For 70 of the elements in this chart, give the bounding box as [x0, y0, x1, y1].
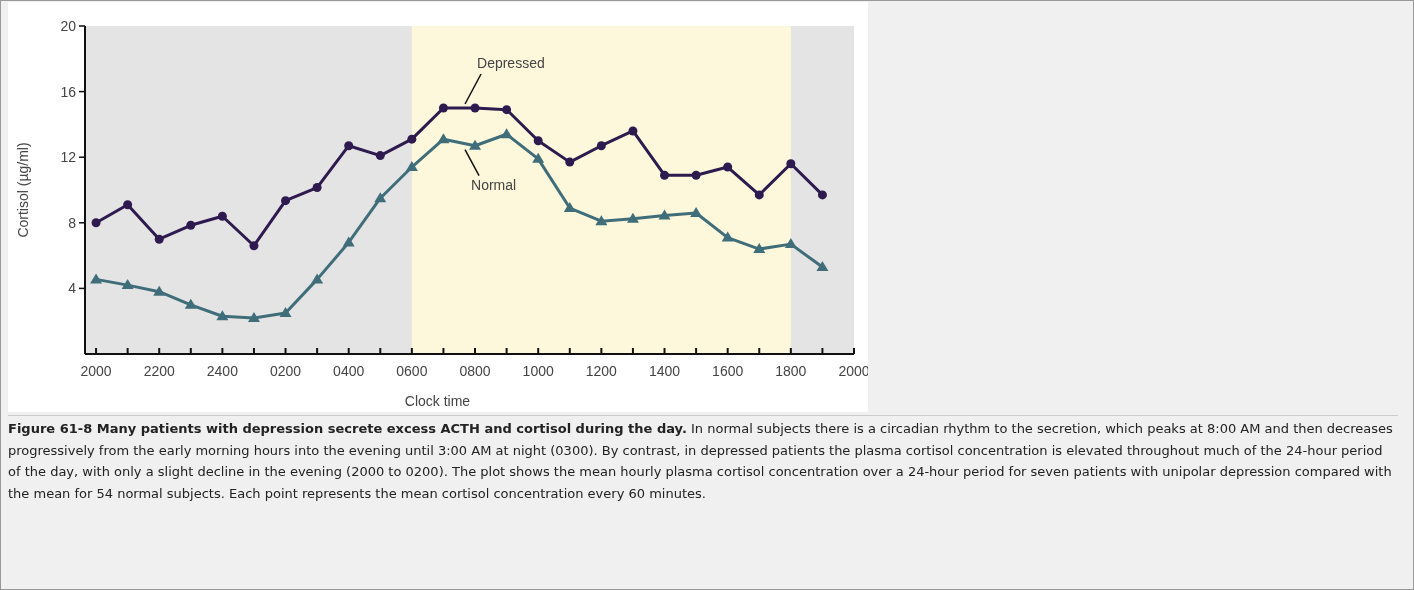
y-tick-label: 4 [68, 280, 77, 297]
x-tick-label: 0600 [396, 363, 428, 379]
x-axis-title: Clock time [404, 393, 471, 409]
point [438, 103, 448, 113]
point [184, 298, 197, 309]
x-tick-label: 0400 [333, 363, 365, 379]
point [563, 202, 576, 213]
point [721, 231, 734, 242]
point [658, 209, 671, 220]
point [690, 206, 703, 217]
y-tick-label: 16 [60, 83, 77, 100]
x-tick-label: 2400 [206, 363, 239, 379]
point [186, 220, 196, 230]
y-tick-label: 8 [68, 214, 77, 231]
point [691, 170, 701, 180]
point [754, 190, 764, 200]
point [375, 151, 385, 161]
x-tick-label: 0200 [269, 363, 302, 379]
point [437, 133, 450, 144]
point [405, 161, 418, 172]
point [153, 285, 166, 296]
point [723, 162, 733, 172]
x-tick-label: 1000 [522, 363, 554, 379]
x-tick-label: 1200 [585, 363, 618, 379]
point [626, 212, 639, 223]
point [312, 183, 322, 193]
point [311, 273, 324, 284]
point [91, 218, 101, 228]
point [817, 190, 827, 200]
y-tick-label: 20 [60, 17, 77, 34]
point [90, 273, 103, 284]
point [470, 103, 480, 113]
point [628, 126, 638, 136]
text: Figure 61-8 Many patients with depression secrete excess ACTH and cortisol during the day. [8, 421, 687, 436]
point [247, 311, 260, 322]
point [533, 136, 543, 146]
point [344, 141, 354, 151]
point [217, 211, 227, 221]
y-axis-title: Cortisol (µg/ml) [15, 142, 31, 238]
point [816, 261, 829, 272]
point [469, 139, 482, 150]
point [249, 241, 259, 251]
annotation: Normal [471, 176, 517, 193]
point [784, 238, 797, 249]
x-tick-label: 1800 [775, 363, 807, 379]
point [154, 234, 164, 244]
point [595, 215, 608, 226]
x-tick-label: 1600 [712, 363, 744, 379]
point [753, 243, 766, 254]
x-tick-label: 2000 [80, 363, 112, 379]
point [786, 159, 796, 169]
point [123, 200, 133, 210]
point [500, 128, 513, 139]
point [407, 134, 417, 144]
point [374, 192, 387, 203]
x-tick-label: 0800 [459, 363, 491, 379]
point [216, 310, 229, 321]
point [342, 236, 355, 247]
annotation: Depressed [477, 55, 545, 71]
point [281, 196, 291, 206]
point [565, 157, 575, 167]
point [121, 279, 134, 290]
y-tick-label: 12 [60, 149, 77, 166]
point [660, 170, 670, 180]
x-tick-label: 1400 [648, 363, 681, 379]
point [532, 152, 545, 163]
point [279, 307, 292, 317]
x-tick-label: 2200 [143, 363, 175, 379]
point [596, 141, 606, 151]
point [502, 105, 512, 115]
